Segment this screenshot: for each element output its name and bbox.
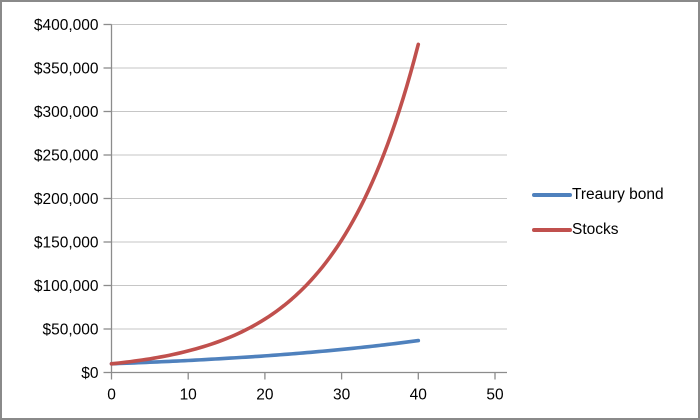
y-axis-tick-label: $100,000 (34, 278, 99, 295)
legend-label-treasury-bond: Treaury bond (572, 186, 664, 203)
y-axis-tick-label: $300,000 (34, 104, 99, 121)
series-line-stocks (109, 42, 421, 366)
y-axis-tick-label: $250,000 (34, 148, 99, 165)
y-axis-tick-label: $200,000 (34, 191, 99, 208)
x-axis-tick-label: 30 (333, 387, 351, 404)
legend-item-stocks: Stocks (532, 220, 664, 240)
y-axis-tick-label: $400,000 (34, 17, 99, 34)
x-axis-tick-label: 10 (180, 387, 198, 404)
legend: Treaury bond Stocks (532, 185, 664, 240)
legend-swatch-stocks (532, 228, 572, 232)
x-axis-tick-label: 50 (486, 387, 504, 404)
legend-label-stocks: Stocks (572, 221, 619, 238)
legend-item-treasury-bond: Treaury bond (532, 185, 664, 205)
y-axis-tick-label: $150,000 (34, 235, 99, 252)
y-axis-tick-label: $350,000 (34, 61, 99, 78)
x-axis-tick-label: 20 (256, 387, 274, 404)
x-axis-tick-label: 0 (107, 387, 116, 404)
x-axis-tick-label: 40 (410, 387, 428, 404)
y-axis-tick-label: $0 (81, 365, 99, 382)
y-axis-tick-label: $50,000 (42, 322, 98, 339)
series-line-treaury-bond (109, 338, 421, 366)
legend-swatch-treasury-bond (532, 193, 572, 197)
